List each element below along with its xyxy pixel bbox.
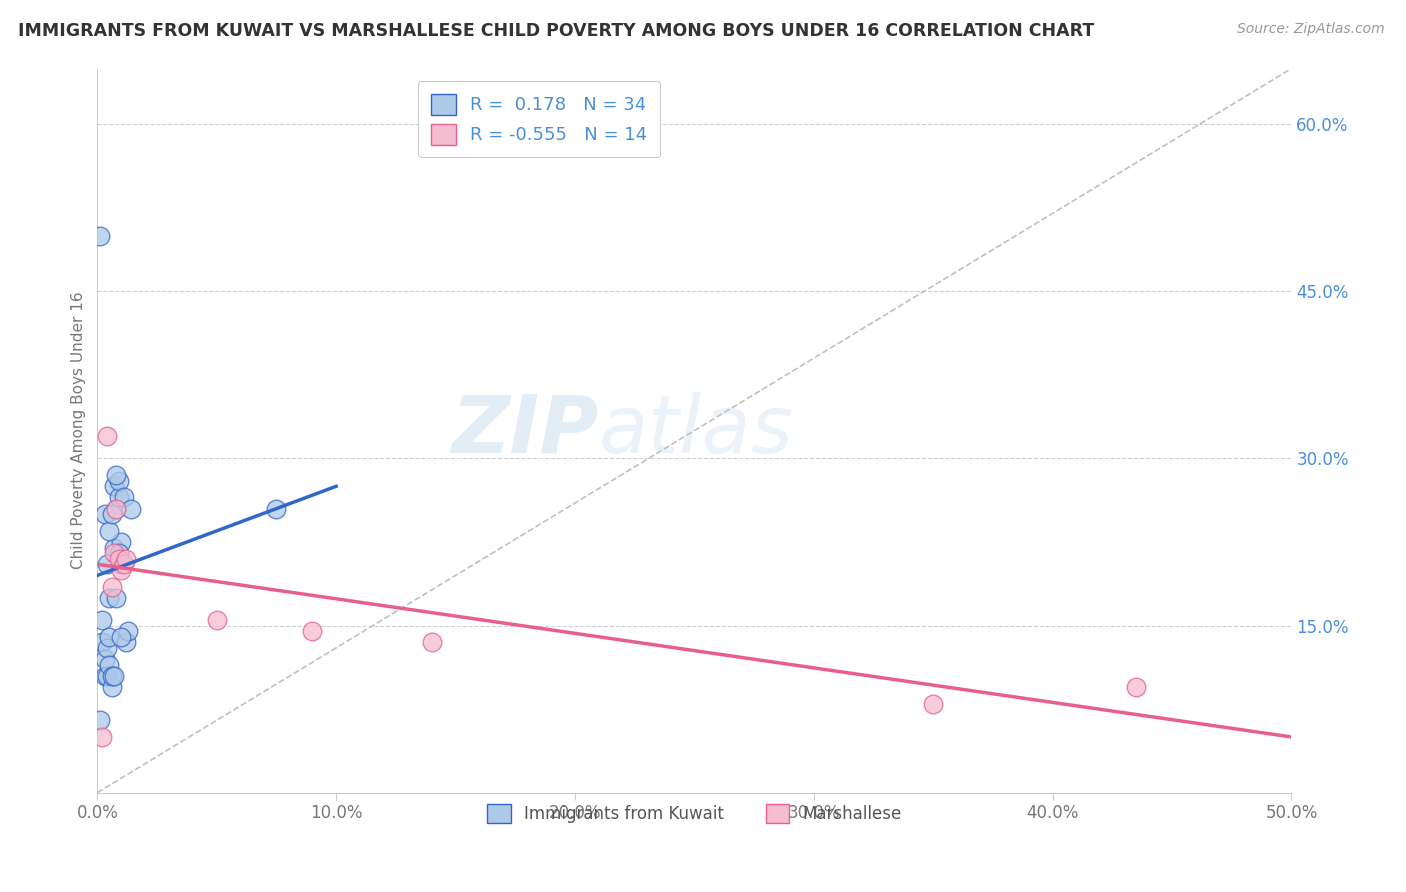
Text: ZIP: ZIP (451, 392, 599, 469)
Point (89, 713, 111, 727)
Point (110, 558, 132, 572)
Text: IMMIGRANTS FROM KUWAIT VS MARSHALLESE CHILD POVERTY AMONG BOYS UNDER 16 CORRELAT: IMMIGRANTS FROM KUWAIT VS MARSHALLESE CH… (18, 22, 1094, 40)
Text: atlas: atlas (599, 392, 793, 469)
Y-axis label: Child Poverty Among Boys Under 16: Child Poverty Among Boys Under 16 (72, 292, 86, 569)
Point (103, 479, 125, 493)
Point (105, 591, 128, 605)
Point (922, 697, 945, 711)
Point (93, 652, 115, 666)
Point (103, 541, 125, 555)
Point (115, 551, 138, 566)
Point (108, 546, 131, 560)
Text: Source: ZipAtlas.com: Source: ZipAtlas.com (1237, 22, 1385, 37)
Point (420, 635, 443, 649)
Point (98, 524, 121, 538)
Point (100, 507, 122, 521)
Point (105, 501, 128, 516)
Point (100, 680, 122, 694)
Point (103, 668, 125, 682)
Point (115, 635, 138, 649)
Point (205, 613, 228, 627)
Point (98, 630, 121, 644)
Point (96, 640, 118, 655)
Point (96, 668, 118, 682)
Point (89, 228, 111, 243)
Point (98, 657, 121, 672)
Point (112, 491, 135, 505)
Point (96, 429, 118, 443)
Point (93, 507, 115, 521)
Point (110, 563, 132, 577)
Point (100, 668, 122, 682)
Point (110, 630, 132, 644)
Point (108, 491, 131, 505)
Point (1125, 680, 1147, 694)
Point (105, 501, 128, 516)
Point (98, 591, 121, 605)
Point (105, 468, 128, 483)
Point (91, 635, 114, 649)
Point (110, 535, 132, 549)
Point (103, 546, 125, 560)
Point (117, 624, 139, 639)
Legend: Immigrants from Kuwait, Marshallese: Immigrants from Kuwait, Marshallese (475, 792, 912, 835)
Point (93, 668, 115, 682)
Point (108, 474, 131, 488)
Point (100, 580, 122, 594)
Point (108, 551, 131, 566)
Point (96, 558, 118, 572)
Point (266, 501, 288, 516)
Point (301, 624, 323, 639)
Point (120, 501, 142, 516)
Point (112, 558, 135, 572)
Point (91, 613, 114, 627)
Point (91, 730, 114, 744)
